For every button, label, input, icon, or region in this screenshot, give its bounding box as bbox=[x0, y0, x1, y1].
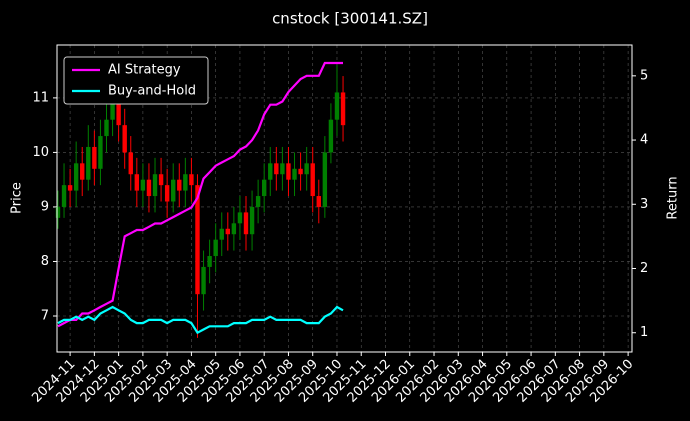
candle-body bbox=[268, 163, 273, 180]
candle-body bbox=[340, 92, 346, 126]
plot-frame bbox=[56, 44, 633, 353]
candle-body bbox=[322, 152, 328, 207]
candle-body bbox=[213, 239, 218, 257]
legend-box bbox=[63, 56, 209, 105]
candle-body bbox=[104, 119, 109, 137]
candle-body bbox=[189, 174, 194, 186]
series-line bbox=[57, 305, 344, 335]
candle-body bbox=[116, 97, 121, 126]
candle-body bbox=[316, 196, 321, 207]
candle-body bbox=[255, 196, 261, 207]
legend-label: Buy-and-Hold bbox=[108, 84, 196, 99]
y-tick-label: 11 bbox=[32, 90, 49, 105]
candle-body bbox=[92, 146, 97, 169]
candle-body bbox=[231, 223, 237, 235]
candle-body bbox=[140, 179, 146, 191]
y2-tick-label: 1 bbox=[640, 325, 648, 340]
candle-body bbox=[61, 185, 67, 207]
legend-label: AI Strategy bbox=[108, 63, 181, 78]
candle-body bbox=[67, 185, 73, 191]
candle-body bbox=[249, 206, 255, 235]
chart-title: cnstock [300141.SZ] bbox=[272, 10, 428, 28]
legend: AI Strategy Buy-and-Hold bbox=[63, 56, 209, 105]
candle-body bbox=[292, 168, 297, 180]
candle-body bbox=[195, 185, 200, 295]
candle-body bbox=[243, 212, 249, 235]
candle-body bbox=[146, 179, 152, 197]
y2-tick-label: 2 bbox=[640, 261, 648, 276]
y2-tick-label: 4 bbox=[640, 133, 648, 148]
candle-body bbox=[310, 163, 315, 197]
candle-body bbox=[334, 92, 340, 120]
y-axis-label: Price bbox=[10, 182, 25, 214]
candle-body bbox=[152, 174, 158, 197]
candle-body bbox=[286, 163, 291, 180]
candle-body bbox=[98, 136, 103, 169]
candle-body bbox=[158, 174, 164, 186]
candle-body bbox=[274, 163, 279, 175]
candle-body bbox=[128, 152, 133, 175]
y2-axis-label: Return bbox=[666, 176, 681, 219]
candle-body bbox=[134, 174, 140, 191]
candle-body bbox=[183, 174, 188, 191]
candle-body bbox=[110, 97, 115, 120]
candle-body bbox=[122, 125, 127, 153]
candle-body bbox=[207, 256, 212, 267]
candle-body bbox=[80, 163, 85, 180]
candle-body bbox=[225, 228, 231, 235]
y-tick-label: 9 bbox=[41, 199, 49, 214]
candle-body bbox=[328, 119, 334, 153]
candle-body bbox=[86, 146, 91, 180]
candle-body bbox=[201, 266, 206, 295]
candle-body bbox=[261, 179, 267, 197]
y-tick-label: 10 bbox=[32, 145, 49, 160]
candle-body bbox=[280, 163, 285, 175]
candle-body bbox=[177, 179, 182, 191]
y-tick-label: 8 bbox=[41, 254, 49, 269]
candle-body bbox=[219, 228, 224, 240]
candle-body bbox=[298, 168, 303, 175]
candle-body bbox=[55, 206, 61, 218]
candle-body bbox=[164, 185, 170, 202]
series-line bbox=[57, 61, 343, 328]
y2-tick-label: 5 bbox=[640, 68, 648, 83]
candle-body bbox=[171, 179, 176, 202]
y-tick-label: 7 bbox=[41, 309, 49, 324]
candle-body bbox=[237, 212, 243, 224]
y2-tick-label: 3 bbox=[640, 197, 648, 212]
candle-body bbox=[73, 163, 79, 191]
candle-body bbox=[304, 163, 309, 175]
